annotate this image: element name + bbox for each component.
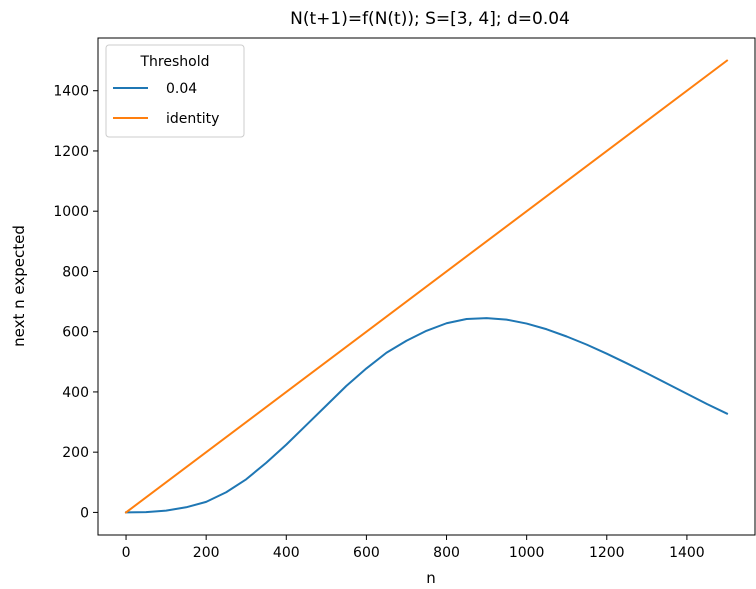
legend-box	[105, 44, 245, 138]
x-tick-label: 600	[353, 545, 380, 561]
legend-title: Threshold	[140, 54, 210, 70]
y-tick-label: 600	[62, 325, 89, 341]
y-tick-label: 0	[80, 505, 89, 521]
x-tick-label: 800	[433, 545, 460, 561]
y-tick-label: 1200	[53, 144, 89, 160]
y-tick-label: 1000	[53, 204, 89, 220]
x-tick-label: 200	[193, 545, 220, 561]
series-line-identity	[124, 59, 729, 514]
x-axis-label: n	[426, 569, 436, 587]
x-axis: 0 200 400 600 800 1000 1200 1400	[122, 535, 705, 561]
x-tick-label: 1000	[509, 545, 545, 561]
legend-label-0.04: 0.04	[166, 81, 197, 97]
x-tick-label: 1200	[589, 545, 625, 561]
legend-label-identity: identity	[166, 111, 219, 127]
y-tick-label: 400	[62, 385, 89, 401]
x-tick-label: 1400	[669, 545, 705, 561]
legend: Threshold 0.04 identity	[105, 44, 245, 138]
x-tick-label: 0	[122, 545, 131, 561]
y-axis-label: next n expected	[10, 225, 28, 347]
y-tick-label: 800	[62, 264, 89, 280]
plot-frame	[97, 37, 756, 536]
series-line-0.04	[125, 317, 729, 514]
chart-title: N(t+1)=f(N(t)); S=[3, 4]; d=0.04	[290, 9, 570, 29]
y-tick-label: 1400	[53, 84, 89, 100]
x-tick-label: 400	[273, 545, 300, 561]
y-tick-label: 200	[62, 445, 89, 461]
y-axis: 0 200 400 600 800 1000 1200 1400	[53, 84, 98, 521]
series-layer	[124, 59, 729, 514]
